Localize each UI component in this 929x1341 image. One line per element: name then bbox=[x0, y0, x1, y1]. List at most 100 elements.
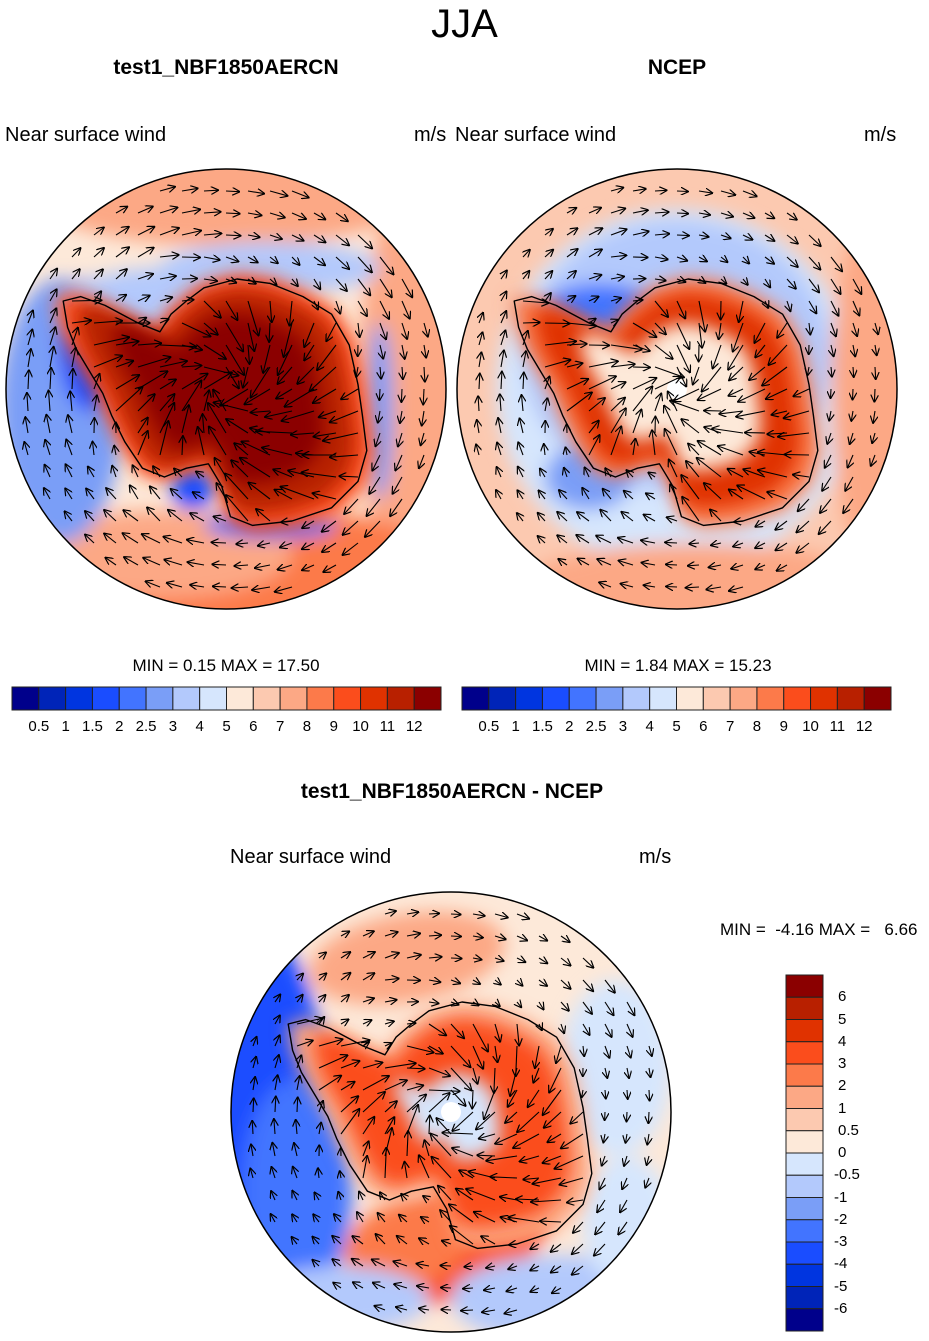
wind-vector bbox=[736, 410, 766, 417]
wind-vector bbox=[619, 561, 634, 565]
wind-vector bbox=[402, 344, 405, 359]
wind-vector bbox=[875, 322, 878, 334]
wind-vector bbox=[610, 209, 625, 214]
wind-vector bbox=[853, 322, 857, 336]
wind-vector bbox=[376, 1234, 386, 1245]
wind-vector bbox=[319, 1101, 323, 1113]
wind-vector bbox=[49, 308, 56, 324]
wind-vector bbox=[271, 1191, 275, 1201]
wind-vector bbox=[340, 952, 350, 958]
wind-vector bbox=[401, 300, 410, 319]
wind-vector bbox=[353, 1282, 364, 1288]
colorbar-tick-label: 8 bbox=[302, 718, 312, 735]
wind-vector bbox=[313, 388, 337, 403]
wind-vector bbox=[820, 498, 832, 513]
wind-vector bbox=[830, 256, 842, 271]
wind-vector bbox=[560, 1001, 569, 1011]
wind-vector bbox=[555, 1155, 584, 1169]
wind-vector bbox=[115, 387, 142, 412]
wind-vector bbox=[704, 483, 722, 500]
wind-vector bbox=[394, 1261, 408, 1266]
wind-vector bbox=[495, 1023, 500, 1042]
wind-vector bbox=[442, 1133, 474, 1134]
wind-vector bbox=[520, 419, 523, 434]
wind-vector bbox=[243, 366, 249, 388]
wind-vector bbox=[583, 1045, 584, 1056]
wind-vector bbox=[533, 1177, 562, 1184]
colorbar-tick-label: 7 bbox=[275, 718, 285, 735]
colorbar-box bbox=[785, 1174, 824, 1198]
wind-vector bbox=[362, 973, 374, 981]
wind-vector bbox=[406, 1023, 415, 1024]
wind-vector bbox=[247, 257, 258, 262]
wind-vector bbox=[476, 445, 479, 456]
wind-vector bbox=[384, 1063, 416, 1069]
wind-vector bbox=[561, 1023, 564, 1033]
wind-vector bbox=[167, 583, 183, 587]
wind-vector bbox=[610, 364, 635, 367]
wind-vector bbox=[357, 300, 367, 316]
colorbar-box bbox=[729, 686, 758, 711]
wind-vector bbox=[115, 247, 129, 258]
wind-vector bbox=[344, 498, 359, 514]
wind-vector bbox=[225, 191, 239, 192]
wind-vector bbox=[50, 368, 51, 390]
wind-vector bbox=[682, 497, 700, 522]
wind-vector bbox=[212, 542, 227, 543]
wind-vector bbox=[334, 1214, 341, 1223]
colorbar-tick-label: 3 bbox=[618, 718, 628, 735]
wind-vector bbox=[561, 1133, 584, 1148]
wind-vector bbox=[423, 1196, 429, 1200]
wind-vector bbox=[153, 466, 161, 478]
wind-vector bbox=[106, 488, 117, 500]
wind-vector bbox=[171, 489, 183, 500]
wind-vector bbox=[545, 377, 550, 390]
wind-vector bbox=[315, 1193, 320, 1201]
wind-vector bbox=[776, 542, 788, 550]
wind-vector bbox=[477, 420, 479, 434]
wind-vector bbox=[582, 957, 593, 968]
wind-vector bbox=[479, 374, 480, 390]
colorbar-box bbox=[461, 686, 490, 711]
wind-vector bbox=[610, 229, 627, 236]
wind-vector bbox=[365, 520, 381, 537]
wind-vector bbox=[509, 1217, 540, 1223]
colorbar-tick-label: 5 bbox=[222, 718, 231, 735]
wind-vector bbox=[275, 1075, 278, 1091]
colorbar-box bbox=[785, 996, 824, 1020]
wind-vector bbox=[743, 469, 766, 478]
wind-vector bbox=[181, 209, 200, 213]
wind-vector bbox=[676, 279, 685, 282]
wind-vector bbox=[665, 429, 678, 456]
wind-vector bbox=[618, 1221, 628, 1234]
wind-vector bbox=[313, 1260, 320, 1266]
wind-vector bbox=[599, 582, 612, 587]
wind-vector bbox=[247, 300, 259, 335]
wind-vector bbox=[112, 466, 116, 478]
wind-vector bbox=[181, 188, 198, 191]
wind-vector bbox=[494, 936, 506, 939]
wind-vector bbox=[402, 322, 407, 339]
wind-vector bbox=[313, 493, 337, 500]
wind-vector bbox=[588, 398, 605, 412]
wind-vector bbox=[647, 1133, 649, 1145]
wind-vector bbox=[875, 344, 877, 355]
colorbar-tick-label: 1 bbox=[511, 718, 520, 735]
wind-vector bbox=[275, 490, 293, 500]
wind-vector bbox=[190, 513, 205, 522]
wind-vector bbox=[234, 565, 249, 566]
wind-vector bbox=[332, 1236, 342, 1245]
wind-vector bbox=[482, 1310, 496, 1312]
wind-vector bbox=[291, 235, 304, 241]
wind-vector bbox=[544, 229, 553, 235]
wind-vector bbox=[114, 446, 116, 456]
wind-vector bbox=[540, 469, 545, 478]
wind-vector bbox=[405, 1162, 408, 1179]
wind-vector bbox=[28, 370, 29, 390]
wind-vector bbox=[291, 256, 300, 265]
wind-vector bbox=[566, 393, 592, 412]
wind-vector bbox=[137, 248, 154, 258]
wind-vector bbox=[304, 344, 315, 360]
wind-vector bbox=[269, 257, 278, 263]
wind-vector bbox=[853, 388, 854, 400]
